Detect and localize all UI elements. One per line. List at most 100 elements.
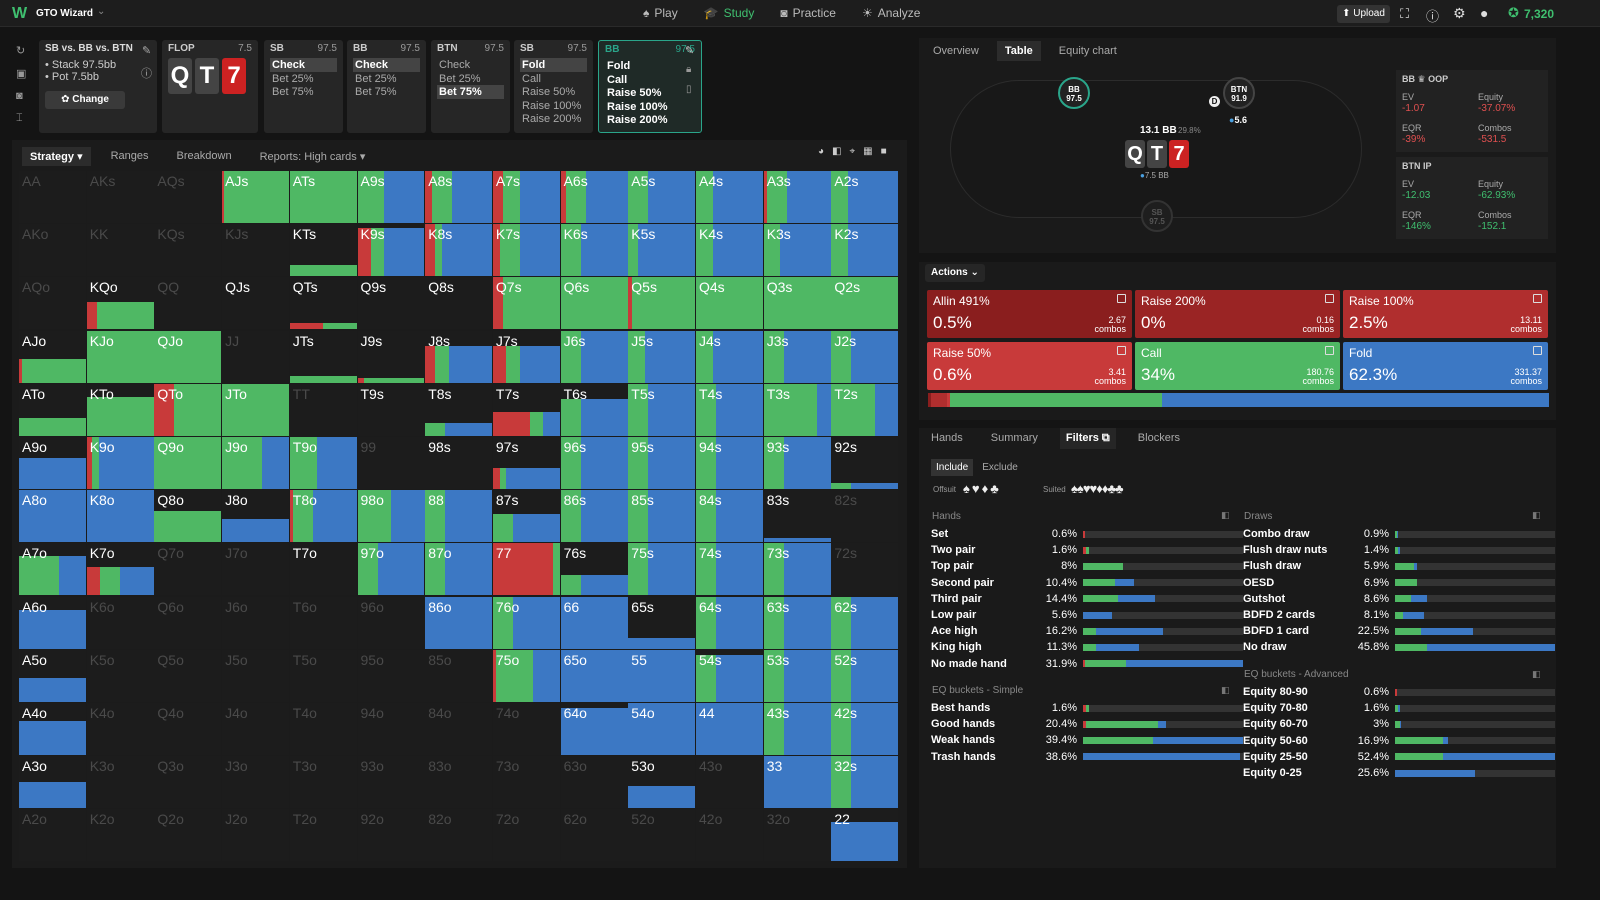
filter-row[interactable]: Ace high 16.2%	[931, 623, 1243, 639]
hand-cell[interactable]: TT	[289, 383, 357, 436]
action-option[interactable]: Bet 25%	[439, 72, 481, 85]
filter-row[interactable]: Gutshot 8.6%	[1243, 591, 1555, 607]
exclude-button[interactable]: Exclude	[982, 462, 1018, 473]
hand-cell[interactable]: QTo	[154, 383, 222, 436]
hand-cell[interactable]: 44	[696, 703, 763, 755]
filter-row[interactable]: Two pair 1.6%	[931, 542, 1243, 558]
hand-cell[interactable]: KQs	[154, 224, 222, 277]
hand-cell[interactable]: J4o	[222, 703, 290, 755]
hand-cell[interactable]: 75s	[628, 543, 696, 596]
hand-cell[interactable]: 72s	[831, 543, 899, 596]
hand-cell[interactable]: 63o	[560, 756, 628, 809]
split-icon[interactable]: ⌶	[16, 112, 23, 124]
action-card-sb[interactable]: SB 97.5 Fold Call Raise 50% Raise 100% Raise 2…	[514, 40, 593, 133]
hand-cell[interactable]: KTs	[289, 224, 357, 277]
hand-cell[interactable]: K5o	[86, 649, 154, 702]
hand-cell[interactable]: 74o	[492, 703, 560, 755]
hand-cell[interactable]: 76s	[560, 543, 628, 596]
edit-icon[interactable]: ✎	[142, 45, 152, 57]
hand-cell[interactable]: K6o	[86, 596, 154, 649]
action-box[interactable]: Fold 62.3% 331.37 combos	[1343, 342, 1548, 390]
hand-cell[interactable]: 62s	[831, 596, 899, 649]
hand-cell[interactable]: K4o	[86, 703, 154, 755]
hand-cell[interactable]: T3o	[289, 756, 357, 809]
hand-cell[interactable]: J8o	[222, 490, 290, 543]
hand-cell[interactable]: K5s	[628, 224, 696, 277]
hand-cell[interactable]: 85s	[628, 490, 696, 543]
filter-row[interactable]: Good hands 20.4%	[931, 716, 1243, 732]
filter-row[interactable]: Equity 80-90 0.6%	[1243, 684, 1555, 700]
hand-cell[interactable]: Q7o	[154, 543, 222, 596]
hand-cell[interactable]: 87s	[492, 490, 560, 543]
filter-row[interactable]: Third pair 14.4%	[931, 591, 1243, 607]
hand-cell[interactable]: 43o	[696, 756, 763, 809]
action-box[interactable]: Raise 100% 2.5% 13.11 combos	[1343, 290, 1548, 338]
hand-cell[interactable]: A6s	[560, 171, 628, 223]
hand-cell[interactable]: K8s	[425, 224, 493, 277]
hand-cell[interactable]: 65o	[560, 649, 628, 702]
collapse-icon[interactable]: ◧	[1532, 510, 1541, 520]
action-card-btn[interactable]: BTN 97.5 Check Bet 25% Bet 75%	[431, 40, 510, 133]
hand-cell[interactable]: 52s	[831, 649, 899, 702]
hand-cell[interactable]: 97s	[492, 437, 560, 489]
book-icon[interactable]: ▯	[686, 84, 692, 95]
hand-cell[interactable]: J6o	[222, 596, 290, 649]
hand-cell[interactable]: Q6s	[560, 277, 628, 330]
hand-cell[interactable]: AJo	[19, 330, 86, 383]
hand-cell[interactable]: A7o	[19, 543, 86, 596]
hand-cell[interactable]: K9o	[86, 437, 154, 489]
action-card-bb[interactable]: BB 97.5 Check Bet 25% Bet 75%	[347, 40, 426, 133]
hand-cell[interactable]: A5o	[19, 649, 86, 702]
hand-cell[interactable]: 53s	[763, 649, 831, 702]
hand-cell[interactable]: QTs	[289, 277, 357, 330]
hand-cell[interactable]: T8s	[425, 383, 493, 436]
hand-cell[interactable]: A5s	[628, 171, 696, 223]
hand-cell[interactable]: 93s	[763, 437, 831, 489]
filter-row[interactable]: Equity 60-70 3%	[1243, 716, 1555, 732]
screenshot-icon[interactable]: ⛶	[1400, 6, 1410, 21]
filter-row[interactable]: No draw 45.8%	[1243, 639, 1555, 655]
filter-row[interactable]: King high 11.3%	[931, 639, 1243, 655]
hand-cell[interactable]: 96o	[357, 596, 425, 649]
hand-cell[interactable]: A9o	[19, 437, 86, 489]
hand-cell[interactable]: T6o	[289, 596, 357, 649]
edit-icon[interactable]: ✎	[685, 45, 695, 57]
hand-cell[interactable]: 73o	[492, 756, 560, 809]
notes-icon[interactable]	[1533, 294, 1542, 303]
hand-cell[interactable]: 77	[492, 543, 560, 596]
action-option[interactable]: Raise 100%	[607, 100, 668, 113]
hand-cell[interactable]: 64o	[560, 703, 628, 755]
hand-cell[interactable]: 85o	[425, 649, 493, 702]
hand-cell[interactable]: JTo	[222, 383, 290, 436]
hand-cell[interactable]: Q2s	[831, 277, 899, 330]
hand-cell[interactable]: 32o	[763, 809, 831, 862]
actions-dropdown[interactable]: Actions ⌄	[925, 264, 985, 282]
hand-cell[interactable]: J9s	[357, 330, 425, 383]
hand-cell[interactable]: K3o	[86, 756, 154, 809]
hand-cell[interactable]: Q4s	[696, 277, 763, 330]
hand-cell[interactable]: 42s	[831, 703, 899, 755]
seat-bb[interactable]: BB 97.5	[1058, 77, 1090, 109]
hand-cell[interactable]: J3o	[222, 756, 290, 809]
action-option[interactable]: Bet 25%	[355, 72, 397, 85]
hand-cell[interactable]: K2s	[831, 224, 899, 277]
hand-cell[interactable]: 92o	[357, 809, 425, 862]
action-option[interactable]: Check	[270, 58, 337, 72]
lower-tab[interactable]: Hands	[925, 428, 969, 449]
filter-row[interactable]: Best hands 1.6%	[931, 700, 1243, 716]
hand-cell[interactable]: A7s	[492, 171, 560, 223]
hand-cell[interactable]: T5s	[628, 383, 696, 436]
hand-cell[interactable]: T2s	[831, 383, 899, 436]
hand-cell[interactable]: A8o	[19, 490, 86, 543]
hand-cell[interactable]: J8s	[425, 330, 493, 383]
hand-cell[interactable]: 95o	[357, 649, 425, 702]
collapse-icon[interactable]: ◧	[1221, 685, 1230, 695]
hand-cell[interactable]: J7s	[492, 330, 560, 383]
action-option[interactable]: Check	[439, 59, 471, 71]
refresh-icon[interactable]: ↻	[16, 45, 26, 57]
gamepad-icon[interactable]: ◙	[16, 90, 23, 102]
hand-cell[interactable]: 83o	[425, 756, 493, 809]
hand-cell[interactable]: Q6o	[154, 596, 222, 649]
chevron-down-icon[interactable]: ⌄	[97, 6, 106, 17]
filter-row[interactable]: Equity 0-25 25.6%	[1243, 765, 1555, 781]
